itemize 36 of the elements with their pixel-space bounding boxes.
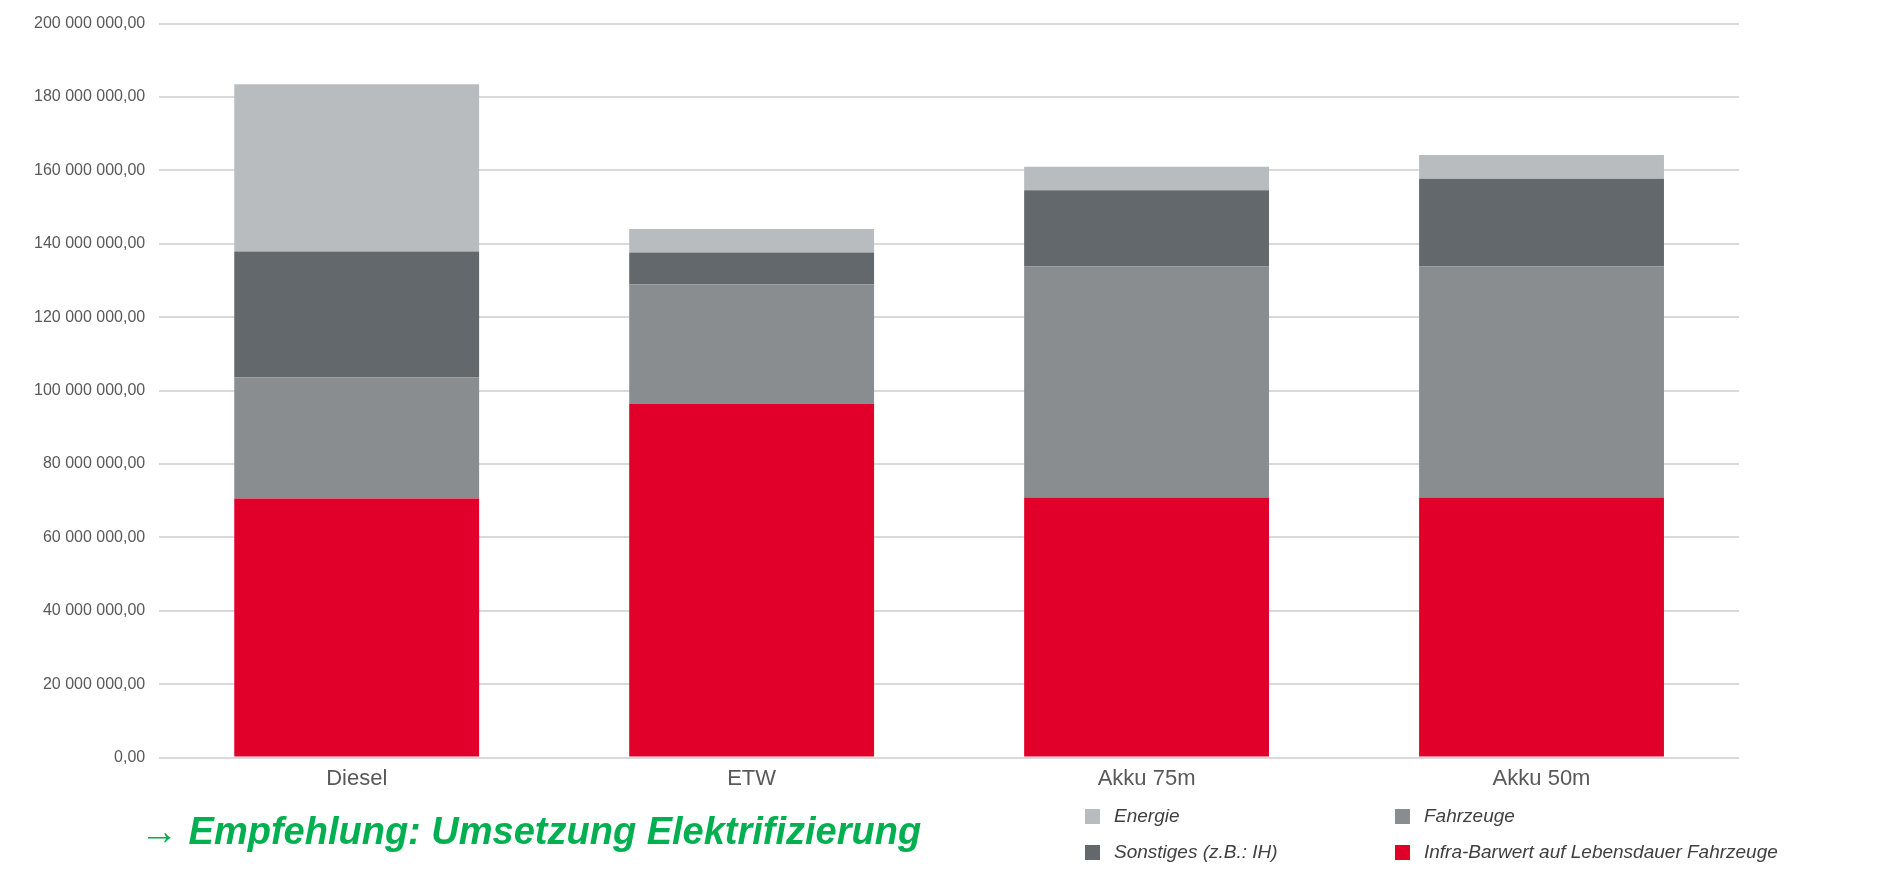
bar — [1419, 178, 1664, 267]
bar — [629, 252, 875, 285]
x-tick-label: Akku 50m — [1492, 764, 1591, 790]
bar — [629, 284, 875, 404]
legend-label: Energie — [1114, 805, 1180, 827]
bar — [629, 403, 875, 757]
bar — [234, 498, 480, 757]
y-tick-label: 20 000 000,00 — [42, 674, 146, 692]
bar — [234, 251, 480, 378]
y-tick-label: 80 000 000,00 — [42, 454, 146, 472]
y-tick-label: 100 000 000,00 — [34, 381, 146, 399]
bar — [1024, 190, 1270, 267]
x-tick-label: Diesel — [326, 764, 388, 790]
bar — [1419, 266, 1664, 498]
y-tick-label: 180 000 000,00 — [34, 87, 146, 105]
x-tick-label: ETW — [727, 764, 777, 790]
bar — [1024, 266, 1270, 498]
bar — [629, 229, 875, 253]
legend-label: Fahrzeuge — [1424, 805, 1515, 827]
y-tick-label: 40 000 000,00 — [42, 601, 146, 619]
bar — [1419, 154, 1664, 179]
legend-label: Infra-Barwert auf Lebensdauer Fahrzeuge — [1424, 841, 1778, 863]
y-tick-label: 200 000 000,00 — [34, 14, 146, 32]
bar — [234, 377, 480, 499]
y-tick-label: 0,00 — [114, 748, 146, 766]
bar — [1419, 497, 1664, 757]
y-tick-label: 140 000 000,00 — [34, 234, 146, 252]
x-tick-label: Akku 75m — [1097, 764, 1196, 790]
y-tick-label: 60 000 000,00 — [42, 527, 146, 545]
bar — [1024, 497, 1270, 757]
y-tick-label: 120 000 000,00 — [34, 307, 146, 325]
y-tick-label: 160 000 000,00 — [34, 160, 146, 178]
bar — [234, 84, 480, 252]
text: → Empfehlung: Umsetzung Elektrifizierung — [140, 810, 922, 853]
bar — [1024, 166, 1270, 191]
legend-label: Sonstiges (z.B.: IH) — [1114, 841, 1278, 863]
